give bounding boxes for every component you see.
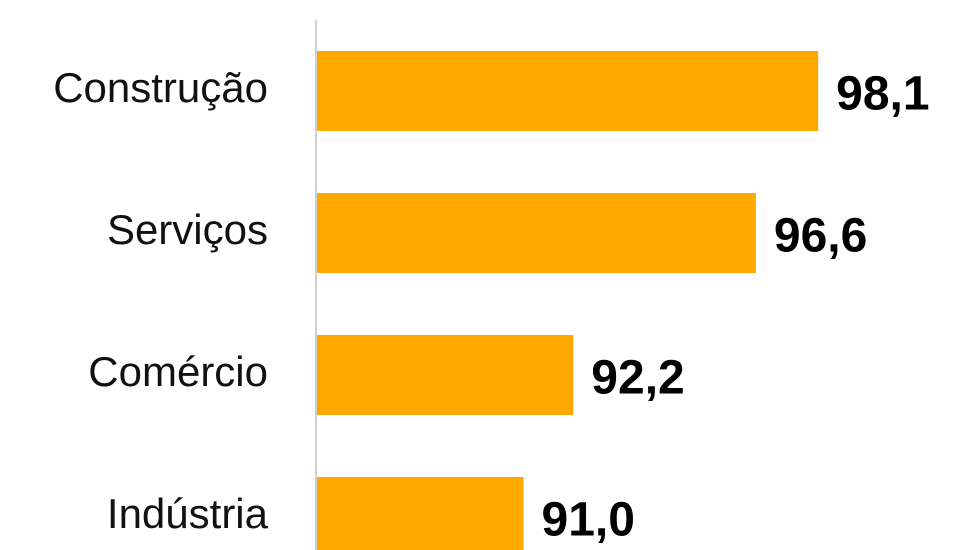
value-label: 98,1 xyxy=(836,68,929,121)
bar xyxy=(316,477,524,550)
bar xyxy=(316,335,574,415)
value-label: 91,0 xyxy=(542,494,635,547)
value-label: 96,6 xyxy=(774,210,867,263)
value-label: 92,2 xyxy=(591,352,684,405)
category-label: Serviços xyxy=(107,206,268,253)
category-label: Construção xyxy=(53,64,268,111)
bar xyxy=(316,51,819,131)
bar xyxy=(316,193,756,273)
category-label: Indústria xyxy=(107,490,269,537)
category-label: Comércio xyxy=(88,348,268,395)
